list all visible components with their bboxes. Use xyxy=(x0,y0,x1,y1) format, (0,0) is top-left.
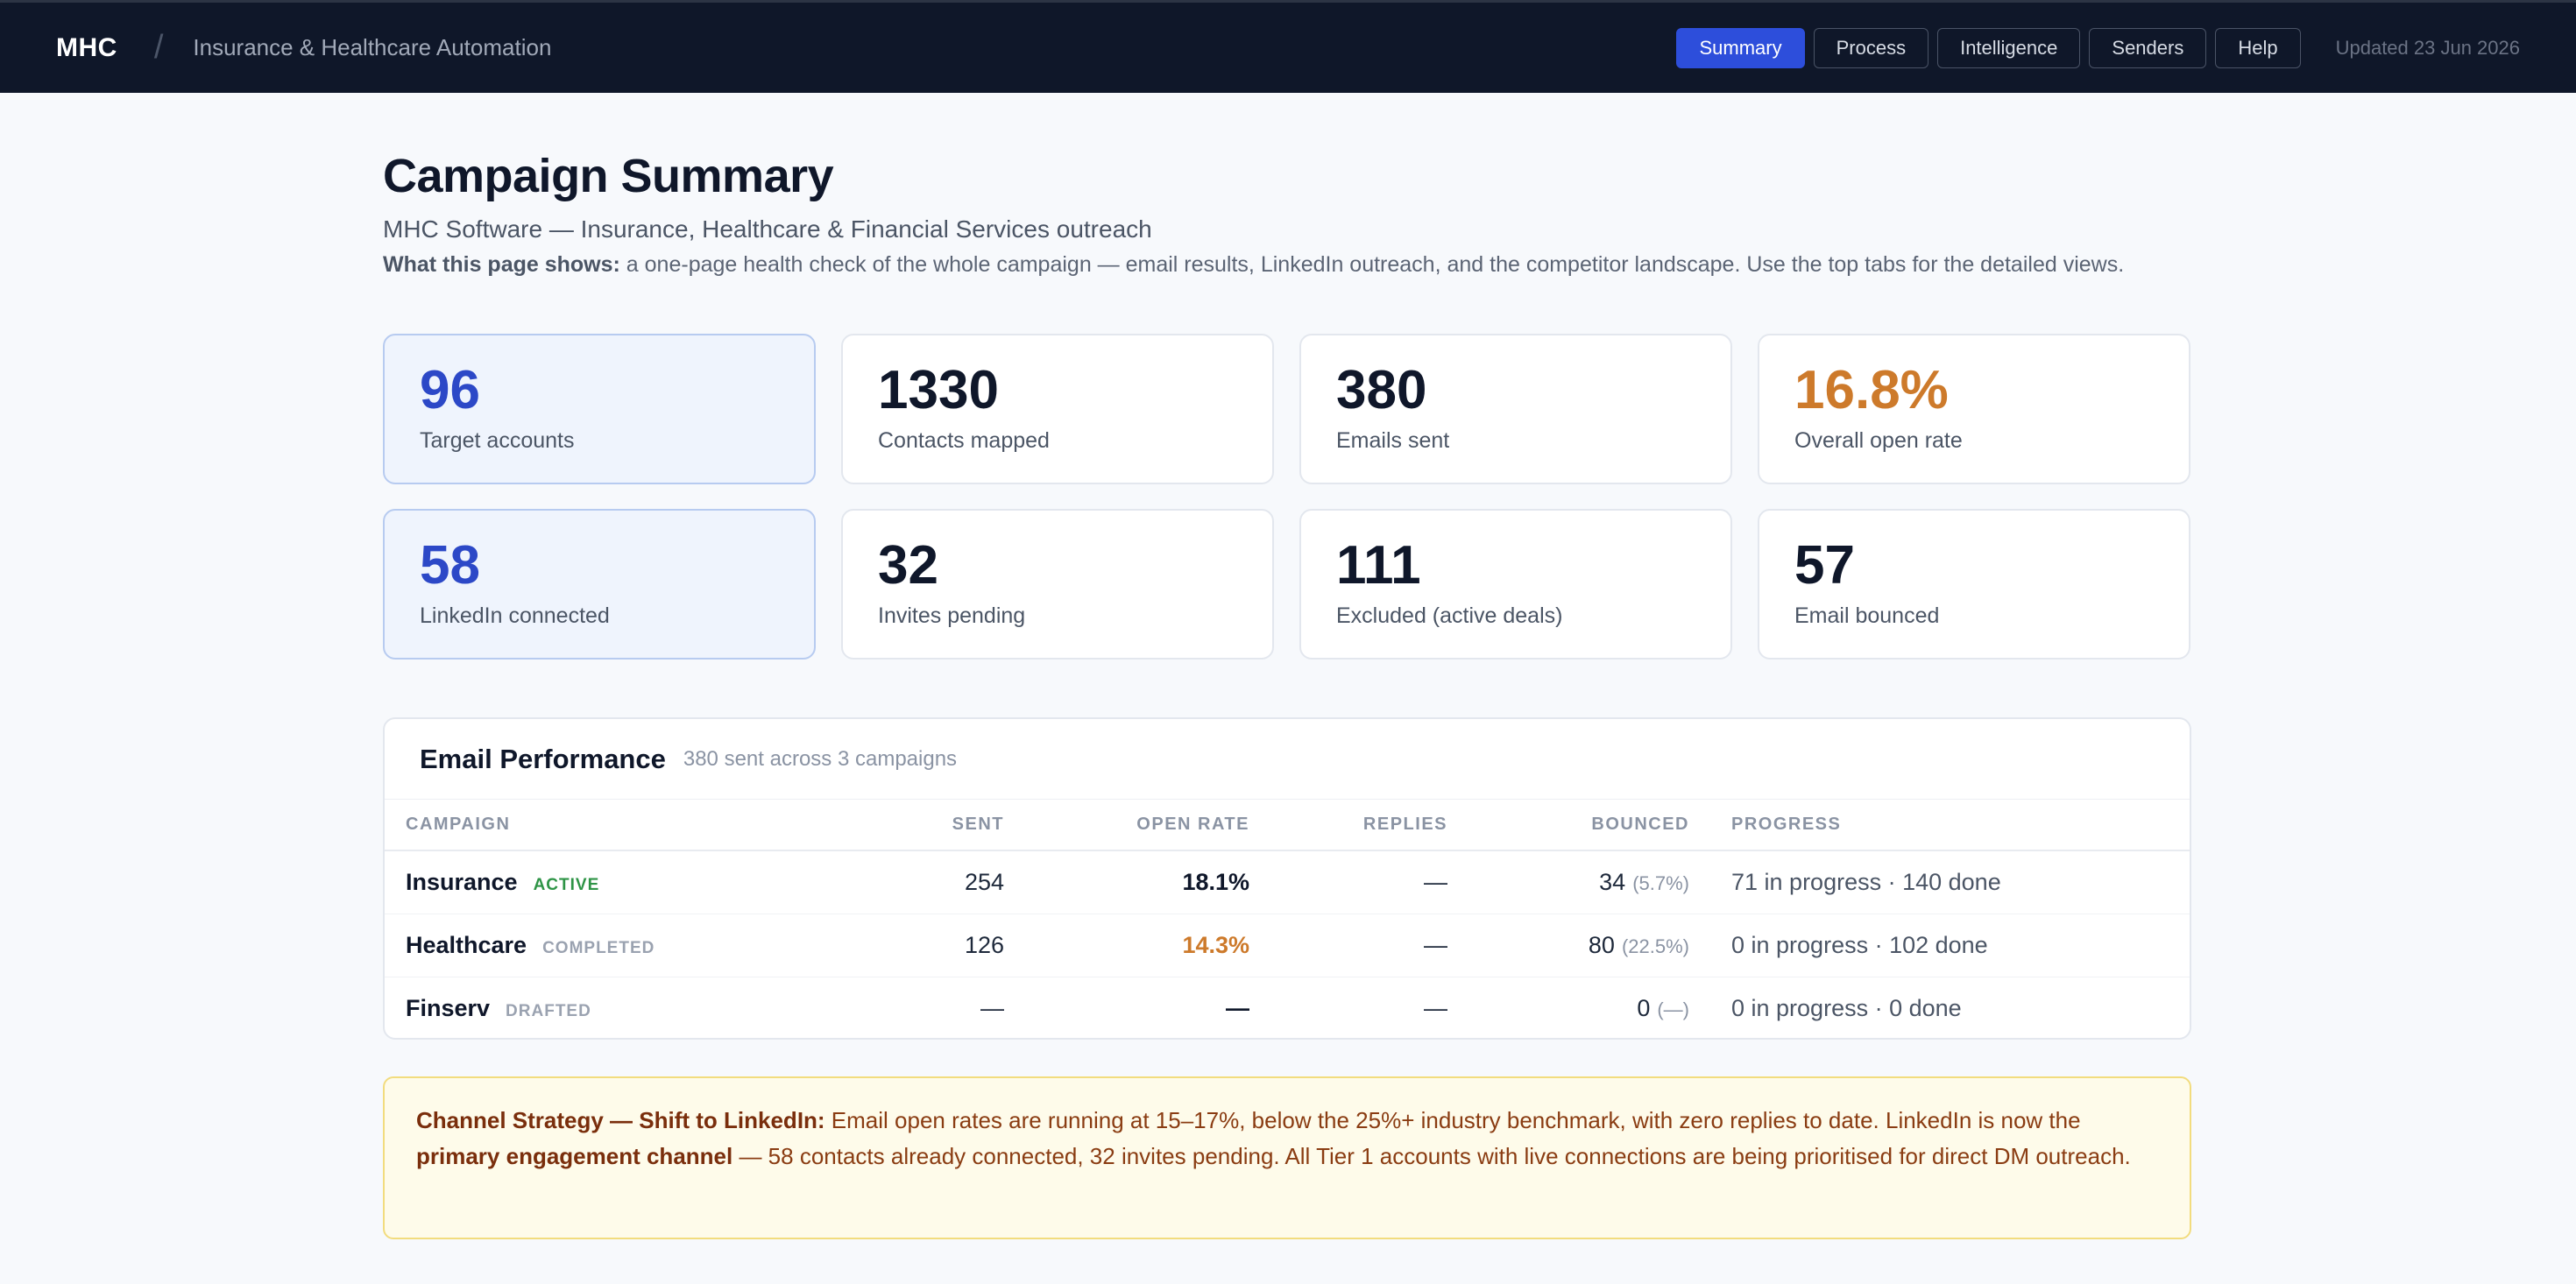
stat-label: Contacts mapped xyxy=(878,428,1050,453)
brand-separator: / xyxy=(153,29,164,66)
replies-cell: — xyxy=(1249,914,1447,977)
bounced-percent: (5.7%) xyxy=(1632,871,1689,894)
stat-card-email-bounced: 57 Email bounced xyxy=(1758,509,2190,660)
progress-cell: 0 in progress · 0 done xyxy=(1731,994,1962,1021)
email-performance-card: Email Performance 380 sent across 3 camp… xyxy=(383,717,2191,1040)
stat-card-emails-sent: 380 Emails sent xyxy=(1299,334,1732,484)
page-description: What this page shows: a one-page health … xyxy=(383,250,2162,279)
campaign-name: Insurance xyxy=(406,868,518,895)
stat-card-invites-pending: 32 Invites pending xyxy=(841,509,1274,660)
stat-value: 1330 xyxy=(878,360,999,420)
open-rate-cell: — xyxy=(1226,994,1249,1021)
stat-label: Invites pending xyxy=(878,603,1026,628)
column-header-sent: SENT xyxy=(828,800,1004,851)
stat-label: LinkedIn connected xyxy=(420,603,610,628)
bounced-count: 34 xyxy=(1599,868,1626,895)
column-header-replies: REPLIES xyxy=(1249,800,1447,851)
table-row[interactable]: Insurance ACTIVE 254 18.1% — 34 (5.7%) 71 … xyxy=(385,850,2190,914)
stat-value: 57 xyxy=(1794,535,1855,596)
main-content: Campaign Summary MHC Software — Insuranc… xyxy=(383,93,2191,1239)
stats-grid: 96 Target accounts 1330 Contacts mapped … xyxy=(383,334,2191,660)
table-row[interactable]: Healthcare COMPLETED 126 14.3% — 80 (22.5%… xyxy=(385,914,2190,977)
page-subtitle: MHC Software — Insurance, Healthcare & F… xyxy=(383,215,1152,243)
description-text: a one-page health check of the whole cam… xyxy=(619,252,2125,277)
email-performance-title: Email Performance xyxy=(420,743,666,774)
stat-card-target-accounts: 96 Target accounts xyxy=(383,334,816,484)
bounced-count: 80 xyxy=(1588,931,1615,958)
tab-senders[interactable]: Senders xyxy=(2089,27,2207,68)
stat-value: 32 xyxy=(878,535,938,596)
open-rate-cell: 14.3% xyxy=(1004,914,1249,977)
stat-label: Target accounts xyxy=(420,428,575,453)
open-rate-cell: 18.1% xyxy=(1004,850,1249,914)
stat-card-open-rate: 16.8% Overall open rate xyxy=(1758,334,2190,484)
campaign-name: Finserv xyxy=(406,994,491,1021)
sent-cell: 254 xyxy=(828,850,1004,914)
tab-intelligence[interactable]: Intelligence xyxy=(1937,27,2081,68)
updated-timestamp: Updated 23 Jun 2026 xyxy=(2335,36,2520,59)
stat-label: Excluded (active deals) xyxy=(1336,603,1563,628)
stat-card-contacts-mapped: 1330 Contacts mapped xyxy=(841,334,1274,484)
campaign-name: Healthcare xyxy=(406,931,527,958)
table-header-row: CAMPAIGN SENT OPEN RATE REPLIES BOUNCED … xyxy=(385,800,2190,851)
tab-summary[interactable]: Summary xyxy=(1676,27,1805,68)
callout-text: Email open rates are running at 15–17%, … xyxy=(824,1107,2081,1133)
description-lead: What this page shows: xyxy=(383,252,620,277)
top-nav-bar: MHC / Insurance & Healthcare Automation … xyxy=(0,0,2576,93)
email-performance-table: CAMPAIGN SENT OPEN RATE REPLIES BOUNCED … xyxy=(385,800,2190,1038)
stat-card-linkedin-connected: 58 LinkedIn connected xyxy=(383,509,816,660)
progress-cell: 71 in progress · 140 done xyxy=(1689,850,2190,914)
nav-tabs: Summary Process Intelligence Senders Hel… xyxy=(1676,27,2301,68)
column-header-progress: PROGRESS xyxy=(1689,800,2190,851)
app-name: Insurance & Healthcare Automation xyxy=(193,34,552,60)
tab-process[interactable]: Process xyxy=(1813,27,1929,68)
column-header-open-rate: OPEN RATE xyxy=(1004,800,1249,851)
email-performance-subtitle: 380 sent across 3 campaigns xyxy=(683,746,958,771)
tab-help[interactable]: Help xyxy=(2215,27,2301,68)
stat-value: 96 xyxy=(420,360,480,420)
stat-label: Email bounced xyxy=(1794,603,1940,628)
stat-value: 380 xyxy=(1336,360,1427,420)
page-title: Campaign Summary xyxy=(383,150,834,202)
bounced-count: 0 xyxy=(1637,994,1651,1021)
progress-cell: 0 in progress · 102 done xyxy=(1689,914,2190,977)
table-row[interactable]: Finserv DRAFTED — — — 0 (—) 0 in progress … xyxy=(385,977,2190,1038)
sent-cell: — xyxy=(980,994,1004,1021)
status-badge: COMPLETED xyxy=(542,938,655,957)
column-header-bounced: BOUNCED xyxy=(1447,800,1689,851)
status-badge: DRAFTED xyxy=(506,1001,591,1020)
bounced-percent: (22.5%) xyxy=(1621,935,1689,957)
stat-value: 58 xyxy=(420,535,480,596)
replies-cell: — xyxy=(1424,994,1447,1021)
callout-emphasis: primary engagement channel xyxy=(416,1143,733,1169)
stat-label: Overall open rate xyxy=(1794,428,1963,453)
sent-cell: 126 xyxy=(828,914,1004,977)
bounced-percent: (—) xyxy=(1657,998,1689,1020)
status-badge: ACTIVE xyxy=(533,875,600,894)
callout-lead: Channel Strategy — Shift to LinkedIn: xyxy=(416,1107,825,1133)
stat-card-excluded: 111 Excluded (active deals) xyxy=(1299,509,1732,660)
brand-logo[interactable]: MHC xyxy=(56,32,117,62)
replies-cell: — xyxy=(1249,850,1447,914)
callout-text-end: — 58 contacts already connected, 32 invi… xyxy=(732,1143,2131,1169)
email-performance-header: Email Performance 380 sent across 3 camp… xyxy=(385,719,2190,800)
stat-value: 111 xyxy=(1336,535,1421,596)
stat-value: 16.8% xyxy=(1794,360,1949,420)
stat-label: Emails sent xyxy=(1336,428,1450,453)
column-header-campaign: CAMPAIGN xyxy=(385,800,828,851)
channel-strategy-callout: Channel Strategy — Shift to LinkedIn: Em… xyxy=(383,1076,2191,1239)
